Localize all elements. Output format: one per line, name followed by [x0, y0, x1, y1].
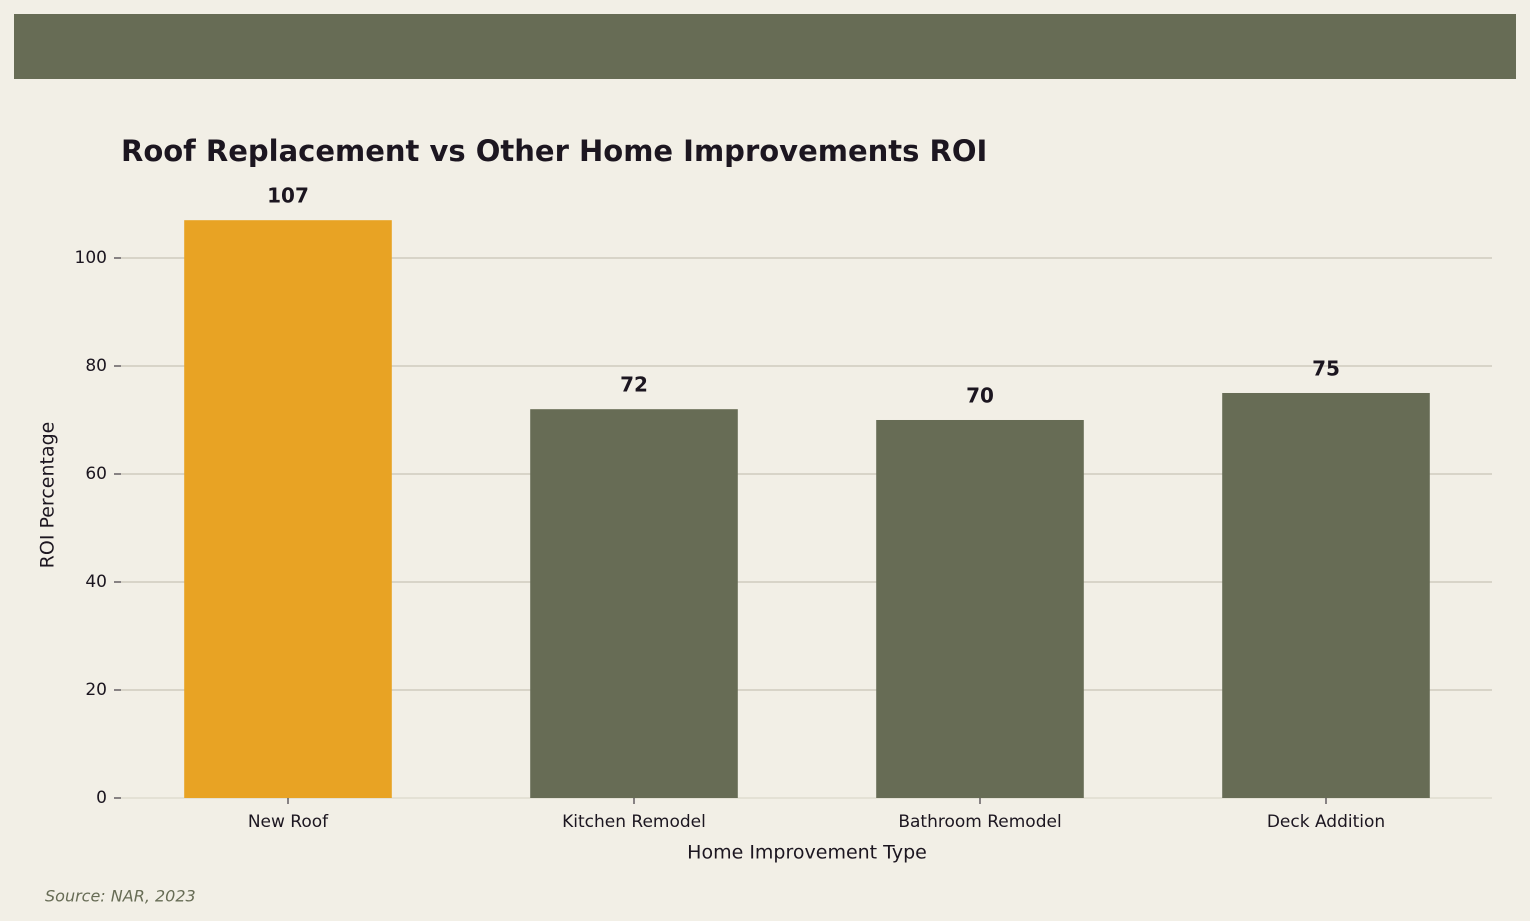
value-label: 72 — [620, 373, 648, 397]
x-tick-label: Bathroom Remodel — [898, 812, 1061, 832]
value-label: 75 — [1312, 356, 1340, 380]
y-tick-label: 20 — [85, 680, 107, 700]
y-tick-label: 40 — [85, 572, 107, 592]
y-tick-label: 60 — [85, 464, 107, 484]
y-tick-label: 0 — [96, 788, 107, 808]
source-note: Source: NAR, 2023 — [45, 887, 196, 906]
header-banner — [14, 14, 1516, 79]
y-tick-label: 80 — [85, 356, 107, 376]
x-tick-label: Deck Addition — [1267, 812, 1385, 832]
x-axis-label: Home Improvement Type — [687, 842, 927, 864]
x-tick-label: Kitchen Remodel — [562, 812, 706, 832]
bar — [530, 409, 738, 798]
y-axis-label: ROI Percentage — [37, 422, 59, 569]
y-tick-label: 100 — [75, 248, 107, 268]
value-label: 107 — [267, 184, 309, 208]
bar — [1222, 392, 1430, 798]
x-tick-label: New Roof — [248, 812, 329, 832]
value-label: 70 — [966, 383, 994, 407]
bar — [876, 419, 1084, 798]
chart-title: Roof Replacement vs Other Home Improveme… — [121, 134, 987, 168]
bar — [184, 220, 392, 798]
